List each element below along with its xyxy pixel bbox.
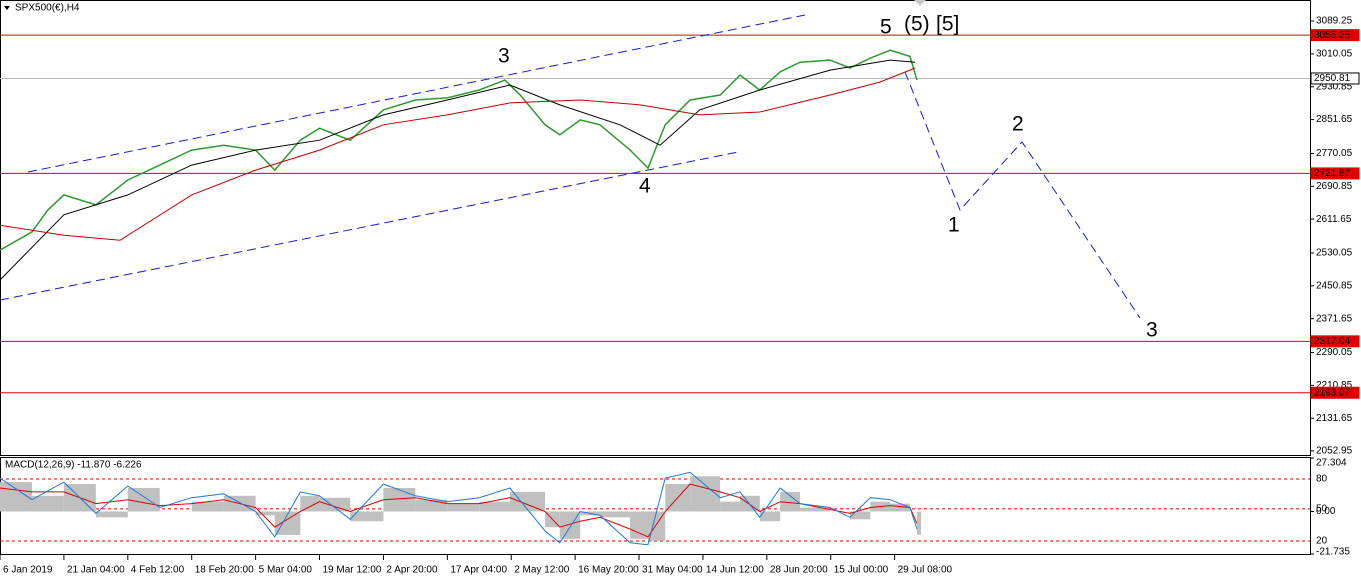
macd-bar bbox=[415, 499, 448, 512]
y-tick-label: 3089.25 bbox=[1316, 16, 1353, 27]
macd-bar bbox=[191, 501, 224, 512]
price-level-label: 2317.04 bbox=[1314, 336, 1351, 347]
x-tick-label: 15 Jul 00:00 bbox=[834, 565, 889, 576]
x-tick-label: 21 Jan 04:00 bbox=[67, 565, 125, 576]
x-tick-label: 28 Jun 20:00 bbox=[770, 565, 828, 576]
macd-bar bbox=[759, 511, 781, 522]
macd-bar bbox=[600, 511, 631, 518]
y-tick-label: 2770.05 bbox=[1316, 148, 1353, 159]
forecast-path bbox=[904, 71, 1141, 319]
main-panel bbox=[0, 0, 1311, 456]
macd-bar bbox=[274, 511, 301, 535]
y-tick-label: 50 bbox=[1316, 504, 1328, 515]
macd-bar bbox=[849, 511, 871, 520]
wave-label: 4 bbox=[639, 175, 651, 198]
price-line bbox=[0, 59, 916, 281]
price-level-box bbox=[1310, 335, 1360, 348]
menu-arrow[interactable] bbox=[4, 6, 10, 10]
x-tick-label: 31 May 04:00 bbox=[642, 565, 703, 576]
price-level-label: 2721.87 bbox=[1314, 168, 1351, 179]
x-tick-label: 5 Mar 04:00 bbox=[259, 565, 313, 576]
y-tick-label: 2851.65 bbox=[1316, 114, 1353, 125]
plot: 3089.25 3010.05 2930.85 2851.65 2770.05 2690.… bbox=[0, 13, 1360, 576]
y-tick-label: 3010.05 bbox=[1316, 49, 1353, 60]
price-level-box bbox=[1310, 386, 1360, 399]
macd-bar bbox=[0, 482, 32, 512]
macd-bar bbox=[559, 511, 581, 539]
x-tick-label: 4 Feb 12:00 bbox=[131, 565, 185, 576]
y-tick-label: 2450.85 bbox=[1316, 280, 1353, 291]
macd-bar bbox=[917, 511, 921, 535]
macd-bar bbox=[509, 491, 546, 512]
macd-bar bbox=[95, 511, 128, 518]
macd-bar bbox=[255, 511, 275, 516]
price-line bbox=[0, 67, 916, 241]
y-tick-label: -21.735 bbox=[1316, 547, 1350, 558]
y-tick-label: 0.00 bbox=[1316, 506, 1336, 517]
price-level-box bbox=[1310, 72, 1360, 85]
drawings bbox=[0, 14, 1141, 319]
y-tick-label: 2611.65 bbox=[1316, 214, 1352, 225]
macd-bar bbox=[447, 503, 480, 512]
macd-title: MACD(12,26,9) -11.870 -6.226 bbox=[5, 460, 142, 471]
x-tick-label: 18 Feb 20:00 bbox=[195, 565, 254, 576]
wave-label: [5] bbox=[936, 13, 959, 36]
x-tick-label: 2 May 12:00 bbox=[514, 565, 569, 576]
price-level-box bbox=[1310, 29, 1360, 42]
x-tick-label: 2 Apr 20:00 bbox=[386, 565, 438, 576]
price-level-label: 2193.07 bbox=[1314, 387, 1351, 398]
macd-bar bbox=[127, 487, 160, 512]
y-tick-label: 2290.05 bbox=[1316, 347, 1353, 358]
y-tick-label: 2131.65 bbox=[1316, 413, 1353, 424]
y-tick-label: 27.304 bbox=[1316, 458, 1347, 469]
x-tick-label: 29 Jul 08:00 bbox=[898, 565, 953, 576]
wave-label: 3 bbox=[1146, 319, 1158, 342]
macd-bar bbox=[800, 507, 831, 512]
y-tick-label: 20 bbox=[1316, 536, 1328, 547]
y-tick-label: 2530.05 bbox=[1316, 248, 1353, 259]
macd-bar bbox=[383, 487, 416, 512]
macd-bar bbox=[720, 501, 740, 512]
wave-label: 1 bbox=[948, 214, 960, 237]
price-level-box bbox=[1310, 167, 1360, 180]
macd-bar bbox=[890, 503, 910, 512]
x-tick-label: 6 Jan 2019 bbox=[3, 565, 53, 576]
macd-bar bbox=[300, 495, 320, 512]
price-level-label: 2950.81 bbox=[1314, 73, 1351, 84]
wave-label: 5 bbox=[880, 16, 892, 39]
macd-bar bbox=[630, 511, 648, 539]
x-tick-label: 16 May 20:00 bbox=[578, 565, 639, 576]
x-tick-label: 19 Mar 12:00 bbox=[323, 565, 382, 576]
macd-bar bbox=[780, 491, 801, 512]
y-tick-label: 80 bbox=[1316, 474, 1328, 485]
y-tick-label: 2210.85 bbox=[1316, 380, 1353, 391]
wave-label: 3 bbox=[498, 45, 510, 68]
price-level-label: 3055.35 bbox=[1314, 30, 1351, 41]
y-tick-label: 2052.95 bbox=[1316, 446, 1353, 457]
macd-bar bbox=[479, 501, 510, 512]
y-tick-label: 2371.65 bbox=[1316, 313, 1353, 324]
x-tick-label: 17 Apr 04:00 bbox=[450, 565, 507, 576]
macd-line bbox=[0, 471, 918, 546]
y-tick-label: 2930.85 bbox=[1316, 81, 1353, 92]
y-tick-label: 2690.85 bbox=[1316, 181, 1353, 192]
macd-bar bbox=[31, 495, 64, 512]
price-line bbox=[0, 49, 918, 251]
chart-title: SPX500(€),H4 bbox=[15, 3, 80, 14]
x-tick-label: 14 Jun 12:00 bbox=[706, 565, 764, 576]
shift-marker bbox=[914, 0, 926, 6]
macd-bar bbox=[350, 511, 384, 522]
wave-label: 2 bbox=[1012, 113, 1024, 136]
wave-label: (5) bbox=[904, 13, 930, 36]
channel-upper bbox=[27, 14, 806, 173]
macd-bar bbox=[647, 511, 666, 541]
